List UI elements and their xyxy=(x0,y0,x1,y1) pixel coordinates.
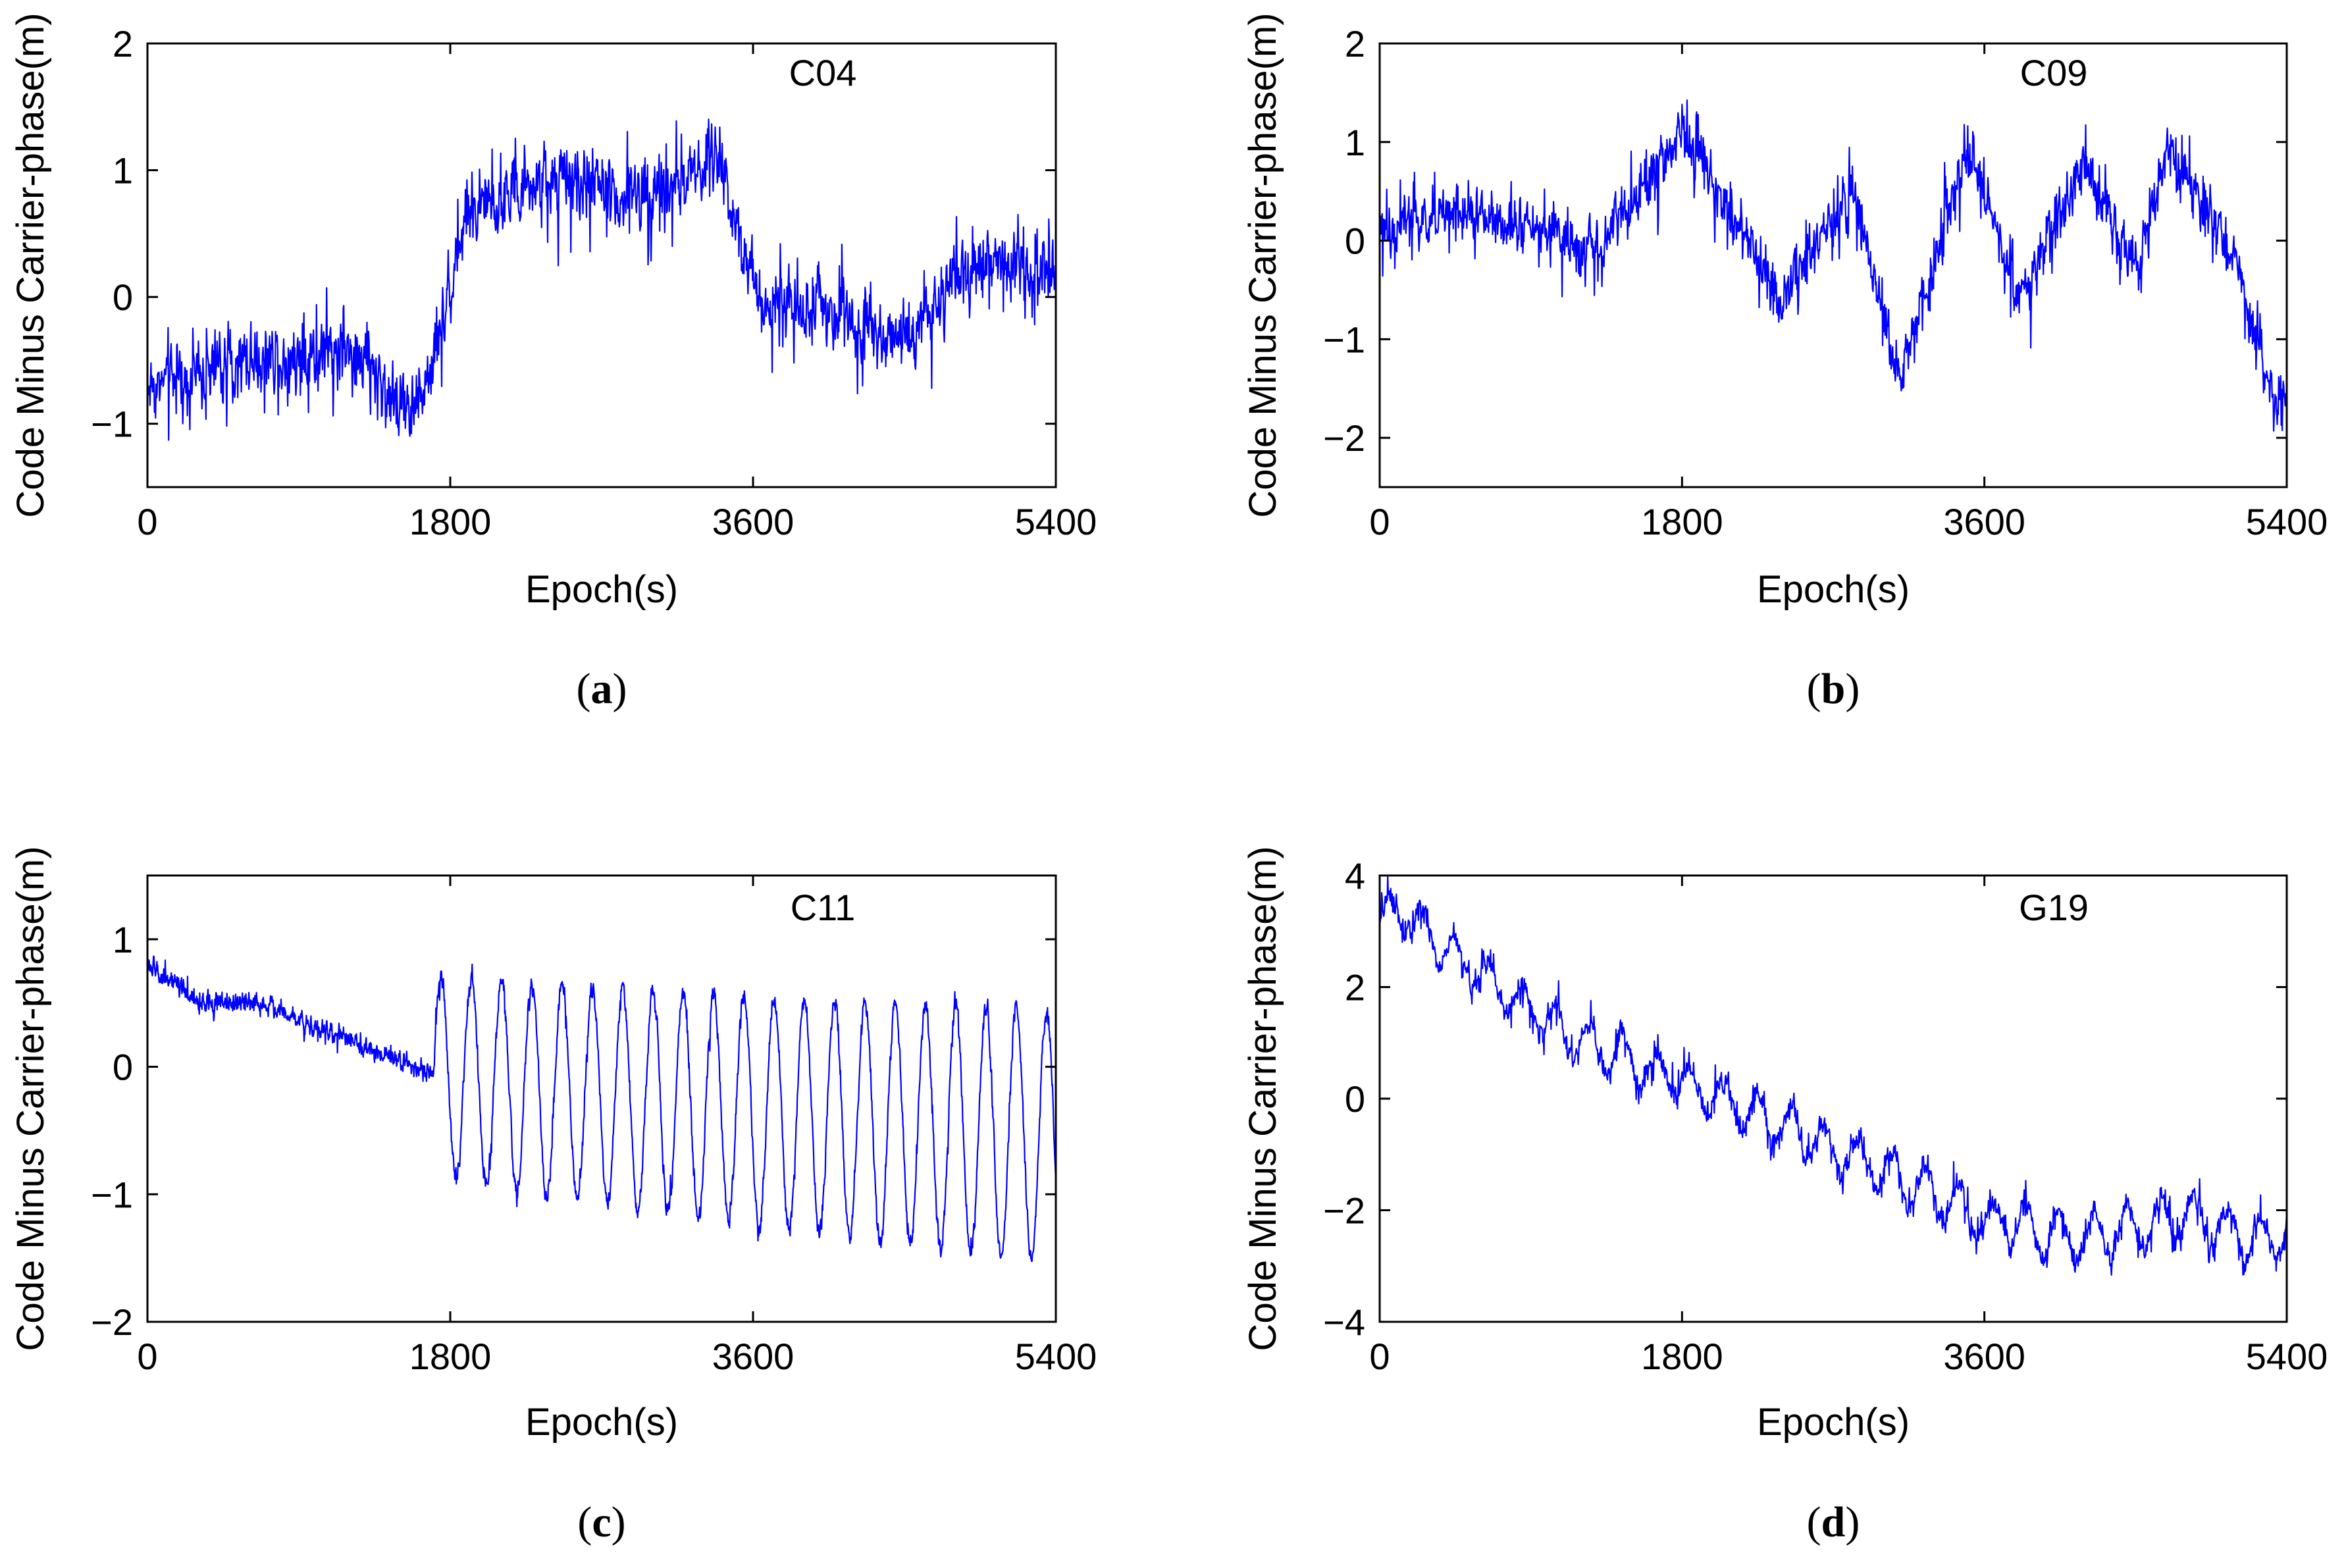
panel-c-xtick-label: 1800 xyxy=(409,1336,492,1377)
panel-b-xtick-label: 0 xyxy=(1369,501,1390,542)
panel-b-satellite-label: C09 xyxy=(2020,52,2088,93)
panel-a-plot-area xyxy=(146,118,1057,441)
panel-d-xlabel: Epoch(s) xyxy=(1757,1401,1910,1444)
panel-b-xtick-label: 1800 xyxy=(1641,501,1723,542)
panel-b-ytick-label: 2 xyxy=(1345,23,1365,65)
panel-a-ytick-label: 2 xyxy=(113,23,133,65)
panel-c-xlabel: Epoch(s) xyxy=(525,1401,678,1444)
panel-d-satellite-label: G19 xyxy=(2019,887,2089,928)
panel-a: 0 1800 3600 5400 −1 0 1 2 C04 Epoch(s) Code Min… xyxy=(9,13,1097,713)
panel-a-axes-box xyxy=(146,42,1057,488)
panel-a-caption-letter: a xyxy=(591,665,613,713)
panel-c: 0 1800 3600 5400 −2 −1 0 1 C11 Epoch(s) Code Mi… xyxy=(9,846,1097,1546)
panel-b: 0 1800 3600 5400 −2 −1 0 1 2 C09 Epoch(s) Code M… xyxy=(1241,13,2328,713)
panel-a-satellite-label: C04 xyxy=(789,52,857,93)
panel-d-ticks: 0 1800 3600 5400 −4 −2 0 2 4 xyxy=(1323,855,2328,1377)
panel-b-axes-box xyxy=(1378,42,2288,488)
panel-d-axes-box xyxy=(1378,874,2288,1323)
panel-d-xtick-label: 1800 xyxy=(1641,1336,1723,1377)
panel-a-xtick-label: 0 xyxy=(137,501,157,542)
panel-d-plot-area xyxy=(1378,874,2288,1276)
panel-a-ticks: 0 1800 3600 5400 −1 0 1 2 xyxy=(91,23,1097,542)
panel-b-ytick-label: 0 xyxy=(1345,221,1365,262)
panel-a-xlabel: Epoch(s) xyxy=(525,568,678,611)
panel-d-xtick-label: 3600 xyxy=(1943,1336,2025,1377)
panel-a-xtick-label: 3600 xyxy=(712,501,795,542)
panel-c-ytick-label: −2 xyxy=(91,1301,133,1343)
panel-a-xtick-label: 5400 xyxy=(1015,501,1097,542)
panel-b-ticks: 0 1800 3600 5400 −2 −1 0 1 2 xyxy=(1323,23,2328,542)
panel-b-plot-area xyxy=(1378,99,2288,432)
panel-c-ytick-label: −1 xyxy=(91,1174,133,1215)
panel-b-caption-letter: b xyxy=(1821,665,1846,713)
panel-a-xtick-label: 1800 xyxy=(409,501,492,542)
panel-a-caption: (a) xyxy=(577,665,627,713)
panel-c-xtick-label: 5400 xyxy=(1015,1336,1097,1377)
panel-d-ytick-label: −2 xyxy=(1323,1190,1365,1232)
panel-c-series-line xyxy=(146,955,1057,1263)
panel-b-xtick-label: 3600 xyxy=(1943,501,2025,542)
panel-c-caption: (c) xyxy=(577,1498,625,1546)
panel-d: 0 1800 3600 5400 −4 −2 0 2 4 G19 Epoch(s) Code M… xyxy=(1241,846,2328,1546)
panel-b-caption: (b) xyxy=(1807,665,1860,713)
panel-c-xtick-label: 3600 xyxy=(712,1336,795,1377)
panel-b-ylabel: Code Minus Carrier-phase(m) xyxy=(1241,13,1284,517)
panel-b-xlabel: Epoch(s) xyxy=(1757,568,1910,611)
panel-a-ytick-label: −1 xyxy=(91,404,133,445)
panel-d-ytick-label: 0 xyxy=(1345,1078,1365,1120)
panel-c-axes-box xyxy=(146,874,1057,1323)
panel-c-ytick-label: 1 xyxy=(113,919,133,960)
panel-d-caption: (d) xyxy=(1807,1498,1860,1546)
panel-d-xtick-label: 0 xyxy=(1369,1336,1390,1377)
panel-b-ytick-label: 1 xyxy=(1345,122,1365,163)
panel-c-ytick-label: 0 xyxy=(113,1047,133,1088)
panel-c-caption-letter: c xyxy=(592,1498,611,1546)
panel-c-plot-area xyxy=(146,955,1057,1263)
panel-b-ytick-label: −2 xyxy=(1323,417,1365,459)
panel-b-xtick-label: 5400 xyxy=(2246,501,2328,542)
panel-d-ytick-label: 2 xyxy=(1345,967,1365,1008)
panel-c-satellite-label: C11 xyxy=(791,887,856,928)
panel-d-caption-letter: d xyxy=(1821,1498,1846,1546)
panel-d-ylabel: Code Minus Carrier-phase(m) xyxy=(1241,846,1284,1351)
panel-c-xtick-label: 0 xyxy=(137,1336,157,1377)
panel-a-ytick-label: 0 xyxy=(113,276,133,318)
panel-d-ytick-label: 4 xyxy=(1345,855,1365,897)
panel-b-series-line xyxy=(1378,99,2288,432)
panel-d-series-line xyxy=(1378,874,2288,1276)
panel-d-xtick-label: 5400 xyxy=(2246,1336,2328,1377)
panel-d-ytick-label: −4 xyxy=(1323,1301,1365,1343)
panel-c-ticks: 0 1800 3600 5400 −2 −1 0 1 xyxy=(91,875,1097,1377)
panel-b-ytick-label: −1 xyxy=(1323,319,1365,360)
panel-a-ytick-label: 1 xyxy=(113,150,133,192)
panel-a-ylabel: Code Minus Carrier-phase(m) xyxy=(9,13,52,517)
panel-a-series-line xyxy=(146,118,1057,441)
panel-c-ylabel: Code Minus Carrier-phase(m) xyxy=(9,846,52,1351)
